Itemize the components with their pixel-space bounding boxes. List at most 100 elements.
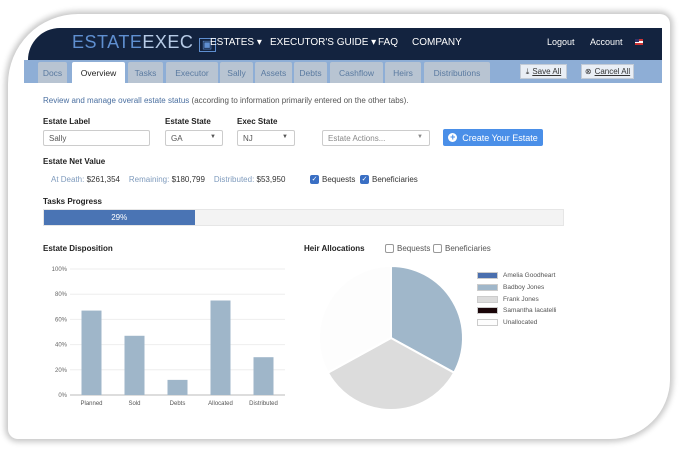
heir-bequests-checkbox[interactable]: Bequests <box>385 244 431 254</box>
nav-faq[interactable]: FAQ <box>378 37 399 48</box>
remaining-value: $180,799 <box>171 175 205 184</box>
tab-distributions[interactable]: Distributions <box>424 62 490 83</box>
y-tick-label: 80% <box>55 292 68 298</box>
legend-label: Amelia Goodheart <box>503 272 556 280</box>
navbar <box>28 28 662 60</box>
check-icon: ✓ <box>310 175 319 185</box>
estate-label-label: Estate Label <box>43 117 91 126</box>
bar-distributed <box>253 357 274 395</box>
us-flag-icon[interactable] <box>635 39 643 45</box>
beneficiaries-checkbox[interactable]: ✓ Beneficiaries <box>360 175 418 185</box>
tab-sally[interactable]: Sally <box>220 62 253 83</box>
bar-planned <box>81 310 102 395</box>
tab-assets[interactable]: Assets <box>255 62 292 83</box>
cancel-all-label: Cancel All <box>594 67 631 76</box>
y-tick-label: 0% <box>58 393 67 399</box>
nav-company[interactable]: COMPANY <box>412 37 462 48</box>
progress-fill: 29% <box>44 210 195 225</box>
pie-slice-badboy-jones <box>390 264 464 375</box>
tab-cashflow[interactable]: Cashflow <box>330 62 383 83</box>
tab-executor[interactable]: Executor <box>166 62 218 83</box>
at-death-value: $261,354 <box>86 175 120 184</box>
caret-down-icon: ▼ <box>417 134 423 140</box>
logo[interactable]: ESTATEEXEC ▣ <box>72 32 216 53</box>
distributed-value: $53,950 <box>256 175 286 184</box>
save-all-label: Save All <box>532 67 562 76</box>
bequests-label: Bequests <box>322 175 356 184</box>
heir-allocations-title: Heir Allocations <box>304 244 365 253</box>
account-link[interactable]: Account <box>590 37 623 47</box>
legend-item: Unallocated <box>477 317 556 329</box>
tasks-progress-bar: 29% <box>43 209 564 226</box>
legend-item: Badboy Jones <box>477 282 556 294</box>
exec-state-select[interactable]: NJ ▼ <box>237 130 295 146</box>
pie-slice-unallocated <box>318 264 392 375</box>
caret-down-icon: ▼ <box>282 134 288 140</box>
legend-label: Frank Jones <box>503 295 539 303</box>
estate-label-input[interactable]: Sally <box>43 130 150 146</box>
y-tick-label: 40% <box>55 343 68 349</box>
checkbox-box <box>433 244 442 254</box>
bar-sold <box>124 335 145 395</box>
create-estate-label: Create Your Estate <box>462 132 538 143</box>
heir-bequests-label: Bequests <box>397 244 431 253</box>
net-values: At Death: $261,354 Remaining: $180,799 D… <box>51 175 285 184</box>
check-icon: ✓ <box>360 175 369 185</box>
legend-label: Samantha Iacatelli <box>503 307 557 315</box>
nav-estates[interactable]: ESTATES ▾ <box>210 37 262 48</box>
estate-state-label: Estate State <box>165 117 211 126</box>
estate-state-value: GA <box>171 134 183 143</box>
legend-swatch <box>477 307 498 315</box>
legend-swatch <box>477 319 498 327</box>
legend-item: Samantha Iacatelli <box>477 305 556 317</box>
tab-overview[interactable]: Overview <box>72 62 125 83</box>
cancel-icon: ⊗ <box>584 67 592 76</box>
bequests-checkbox[interactable]: ✓ Bequests <box>310 175 356 185</box>
tasks-progress-title: Tasks Progress <box>43 197 102 206</box>
x-tick-label: Debts <box>170 401 186 407</box>
plus-circle-icon: + <box>448 132 458 142</box>
page-description: Review and manage overall estate status … <box>43 96 409 105</box>
net-value-title: Estate Net Value <box>43 157 106 166</box>
y-tick-label: 60% <box>55 317 68 323</box>
exec-state-label: Exec State <box>237 117 278 126</box>
caret-down-icon: ▼ <box>210 134 216 140</box>
legend-label: Badboy Jones <box>503 284 545 292</box>
exec-state-value: NJ <box>243 134 253 143</box>
legend-item: Frank Jones <box>477 293 556 305</box>
tab-debts[interactable]: Debts <box>294 62 327 83</box>
x-tick-label: Distributed <box>249 401 278 407</box>
save-all-button[interactable]: ⤓ Save All <box>520 64 567 79</box>
heir-beneficiaries-label: Beneficiaries <box>445 244 491 253</box>
estate-disposition-chart: 0% 20% 40% 60% 80% 100% Planned Sold Debts Alloca… <box>52 267 285 407</box>
legend-swatch <box>477 295 498 303</box>
beneficiaries-label: Beneficiaries <box>372 175 418 184</box>
distributed-label: Distributed: <box>213 175 255 184</box>
logout-link[interactable]: Logout <box>547 37 575 47</box>
legend-item: Amelia Goodheart <box>477 270 556 282</box>
estate-state-select[interactable]: GA ▼ <box>165 130 223 146</box>
estate-disposition-title: Estate Disposition <box>43 244 113 253</box>
estate-actions-select[interactable]: Estate Actions... ▼ <box>322 130 430 146</box>
download-icon: ⤓ <box>525 66 530 76</box>
tab-heirs[interactable]: Heirs <box>385 62 421 83</box>
description-main: Review and manage overall estate status <box>43 96 190 105</box>
legend-swatch <box>477 272 498 280</box>
legend-label: Unallocated <box>503 319 538 327</box>
nav-executors-guide[interactable]: EXECUTOR'S GUIDE ▾ <box>270 37 377 48</box>
tab-tasks[interactable]: Tasks <box>128 62 163 83</box>
bar-allocated <box>210 300 231 395</box>
y-tick-label: 100% <box>52 267 68 273</box>
create-estate-button[interactable]: + Create Your Estate <box>443 129 543 146</box>
pie-legend: Amelia Goodheart Badboy Jones Frank Jones S… <box>477 270 556 328</box>
cancel-all-button[interactable]: ⊗ Cancel All <box>581 64 634 79</box>
x-tick-label: Allocated <box>208 401 233 407</box>
remaining-label: Remaining: <box>128 175 170 184</box>
heir-beneficiaries-checkbox[interactable]: Beneficiaries <box>433 244 491 254</box>
x-tick-label: Sold <box>128 401 140 407</box>
tab-docs[interactable]: Docs <box>38 62 67 83</box>
legend-swatch <box>477 284 498 292</box>
y-tick-label: 20% <box>55 368 68 374</box>
bar-debts <box>167 379 188 395</box>
estate-actions-placeholder: Estate Actions... <box>328 134 386 143</box>
